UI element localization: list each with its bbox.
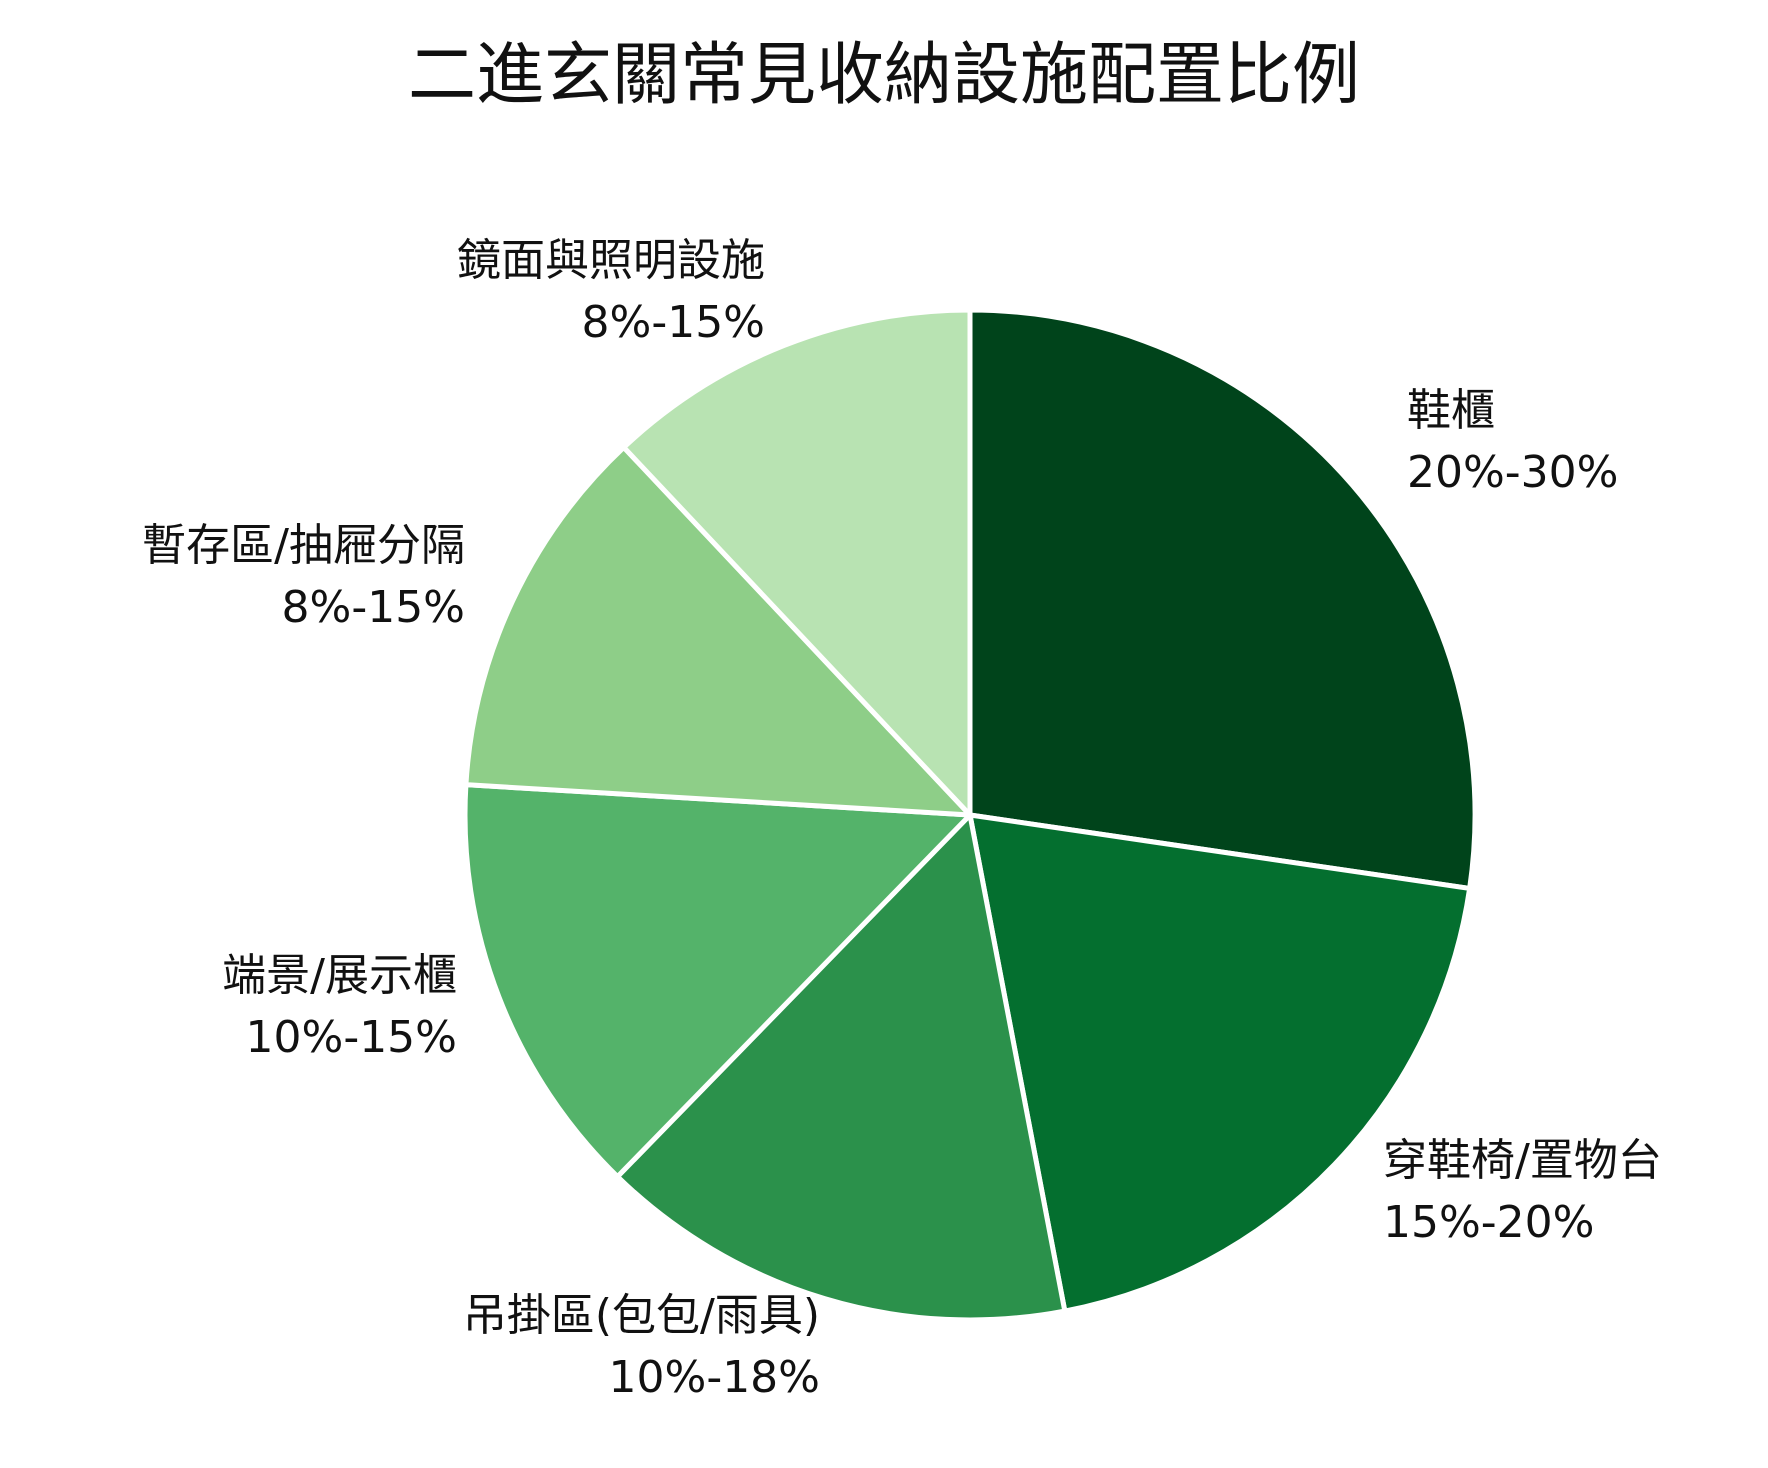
slice-label-range-6: 8%-15% (582, 297, 765, 348)
pie-slices (462, 307, 1478, 1323)
pie-slice-1 (967, 307, 1478, 891)
pie-slice-6 (621, 307, 973, 818)
slice-label-name-5: 暫存區/抽屜分隔 (142, 520, 465, 571)
chart-title: 二進玄關常見收納設施配置比例 (408, 36, 1360, 115)
slice-label-name-2: 穿鞋椅/置物台 (1383, 1135, 1662, 1186)
slice-label-range-4: 10%-15% (246, 1012, 457, 1063)
slice-label-range-1: 20%-30% (1407, 447, 1618, 498)
slice-label-range-5: 8%-15% (282, 582, 465, 633)
slice-label-name-4: 端景/展示櫃 (222, 950, 457, 1001)
slice-label-name-6: 鏡面與照明設施 (457, 235, 765, 286)
pie-slice-2 (967, 812, 1473, 1314)
slice-label-name-3: 吊掛區(包包/雨具) (463, 1290, 820, 1341)
slice-labels: 鞋櫃 20%-30% 穿鞋椅/置物台 15%-20% 吊掛區(包包/雨具) 10%-18%… (142, 235, 1662, 1403)
pie-slice-5 (463, 444, 973, 818)
slice-label-range-2: 15%-20% (1383, 1197, 1594, 1248)
pie-slice-3 (615, 812, 1068, 1323)
pie-slice-4 (462, 782, 973, 1180)
slice-label-range-3: 10%-18% (609, 1352, 820, 1403)
slice-label-name-1: 鞋櫃 (1407, 385, 1495, 436)
